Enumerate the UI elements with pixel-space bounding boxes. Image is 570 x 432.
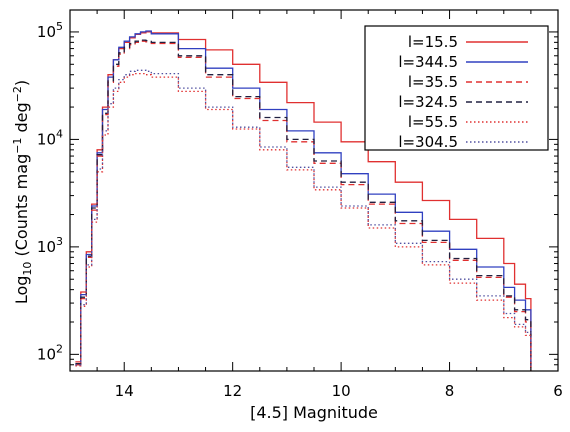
y-tick-label: 103	[37, 235, 63, 256]
axis-ticks	[69, 10, 559, 372]
y-tick-label: 105	[37, 20, 63, 41]
y-axis-title: Log10 (Counts mag−1 deg−2)	[11, 80, 34, 304]
x-axis-title: [4.5] Magnitude	[250, 403, 378, 422]
legend-label-3: l=35.5	[408, 73, 458, 91]
x-tick-label: 14	[115, 382, 134, 400]
legend-label-4: l=324.5	[398, 93, 458, 111]
legend-label-2: l=344.5	[398, 53, 458, 71]
series-line-4	[75, 39, 532, 370]
legend-box	[364, 25, 549, 151]
x-tick-label: 8	[445, 382, 455, 400]
y-tick-label: 102	[37, 342, 63, 363]
y-tick-label: 104	[37, 127, 63, 148]
legend-label-6: l=304.5	[398, 133, 458, 151]
series-line-6	[75, 69, 532, 371]
legend-label-5: l=55.5	[408, 113, 458, 131]
series-line-5	[75, 72, 532, 371]
x-tick-label: 6	[553, 382, 563, 400]
x-tick-label: 10	[332, 382, 351, 400]
plot-content	[75, 30, 532, 371]
chart-legend: l=15.5 l=344.5 l=35.5 l=324.5 l=55.5 l=304.5	[364, 25, 549, 151]
x-tick-label: 12	[223, 382, 242, 400]
series-line-3	[75, 40, 532, 370]
legend-label-1: l=15.5	[408, 33, 458, 51]
axis-tick-labels: 14 12 10 8 6 102 103 104 105	[37, 20, 563, 400]
